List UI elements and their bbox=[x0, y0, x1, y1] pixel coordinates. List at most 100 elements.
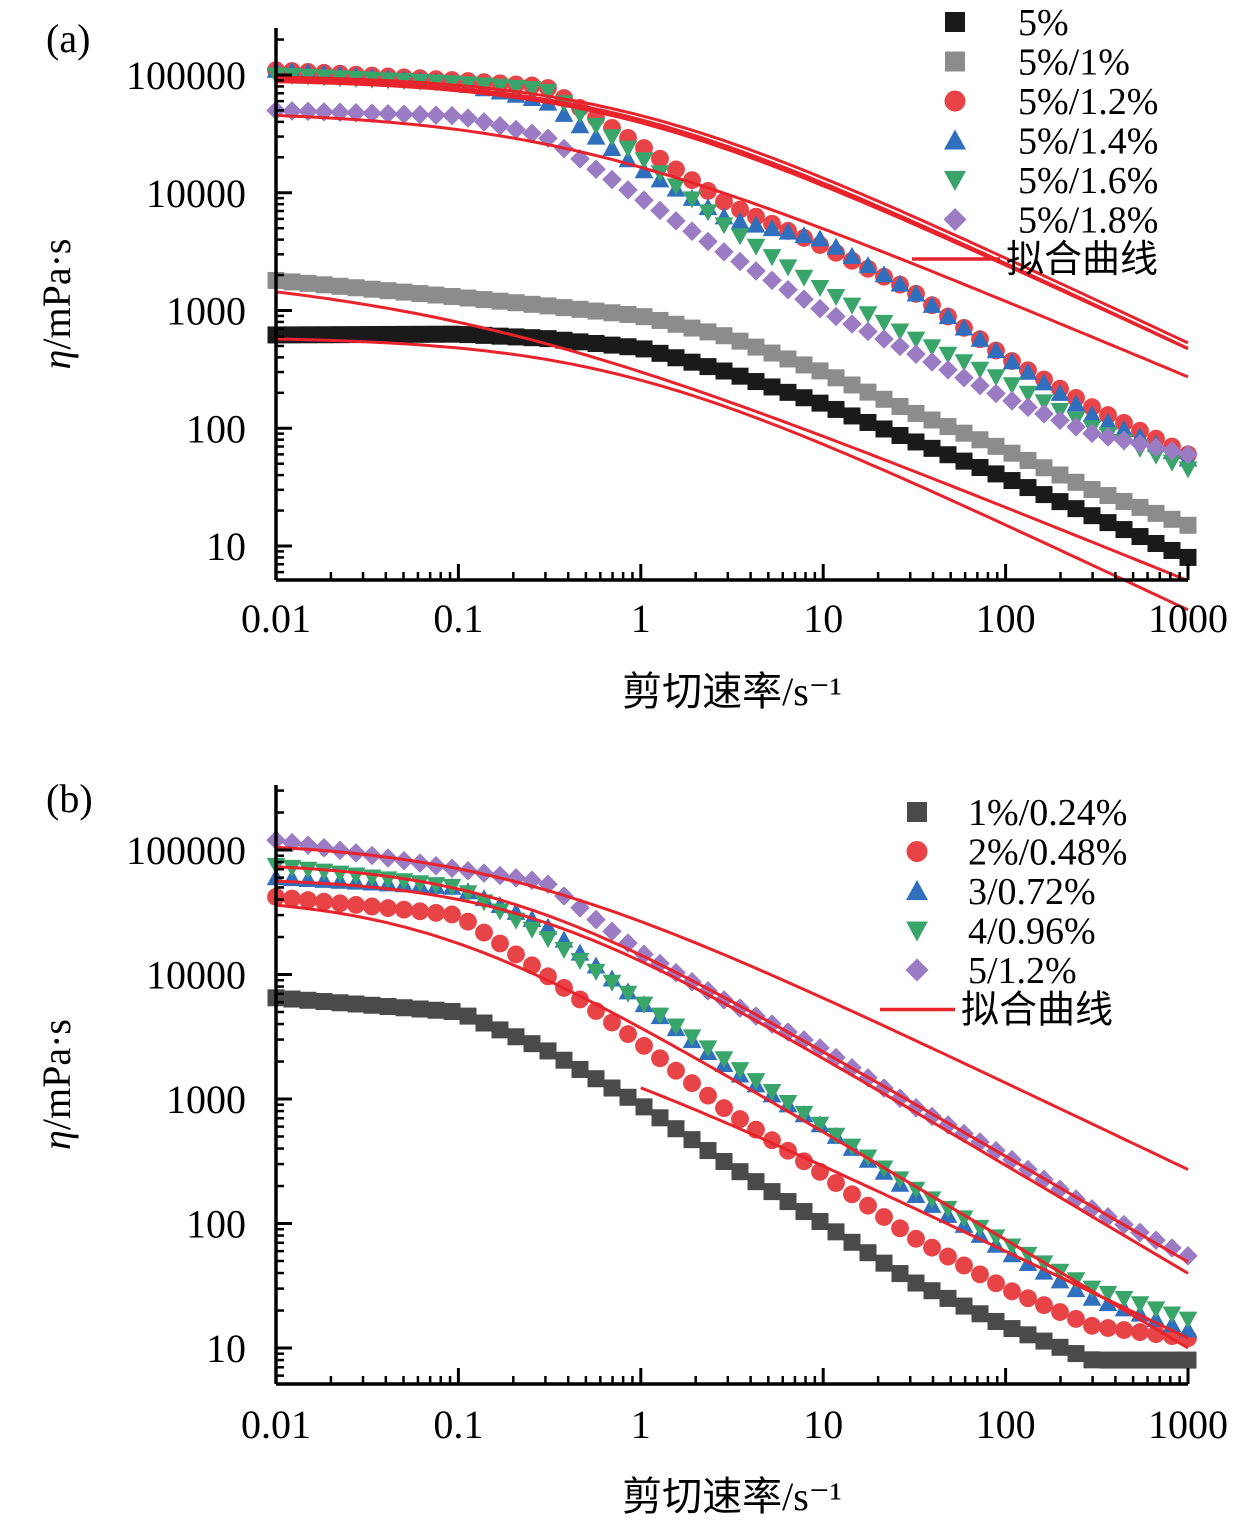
data-point bbox=[379, 325, 397, 343]
series-1--0.24- bbox=[267, 989, 1197, 1369]
data-point bbox=[346, 103, 366, 123]
data-point bbox=[730, 251, 750, 272]
data-point bbox=[458, 108, 478, 128]
data-point bbox=[1131, 528, 1149, 546]
data-point bbox=[699, 1142, 717, 1160]
data-point bbox=[602, 138, 622, 156]
legend-marker bbox=[943, 208, 967, 231]
data-point bbox=[330, 102, 350, 123]
data-point bbox=[954, 354, 974, 372]
data-point bbox=[986, 341, 1006, 359]
x-tick-label: 0.1 bbox=[433, 1402, 483, 1447]
data-point bbox=[1147, 1325, 1165, 1344]
data-point bbox=[1035, 486, 1053, 504]
data-point bbox=[555, 331, 573, 349]
fit-curve bbox=[275, 879, 1189, 1275]
data-point bbox=[282, 101, 302, 121]
data-point bbox=[618, 140, 638, 158]
data-point bbox=[970, 329, 990, 347]
data-point bbox=[587, 334, 605, 352]
data-point bbox=[858, 306, 878, 324]
data-point bbox=[987, 1274, 1005, 1293]
data-point bbox=[603, 336, 621, 354]
x-tick-label: 1 bbox=[631, 596, 651, 641]
data-point bbox=[762, 270, 782, 291]
data-point bbox=[811, 1213, 829, 1231]
data-point bbox=[330, 865, 350, 883]
legend-marker bbox=[906, 841, 928, 862]
data-point bbox=[971, 431, 989, 449]
data-point bbox=[1099, 514, 1117, 532]
data-point bbox=[298, 835, 318, 856]
data-point bbox=[1003, 1282, 1021, 1301]
data-point bbox=[939, 446, 957, 464]
data-point bbox=[459, 1007, 477, 1025]
data-point bbox=[586, 117, 606, 135]
data-point bbox=[298, 861, 318, 879]
data-point bbox=[1131, 1323, 1149, 1341]
fit-curve bbox=[275, 845, 1189, 1171]
data-point bbox=[442, 105, 462, 126]
data-point bbox=[795, 356, 813, 374]
data-point bbox=[667, 1061, 685, 1080]
data-point bbox=[634, 996, 654, 1014]
chart-panel-a: 0.01 0.1 1 10 100 1000 10 100 1000 10000 100000 (a)… bbox=[34, 2, 1228, 714]
data-point bbox=[474, 894, 494, 912]
data-point bbox=[634, 190, 654, 210]
data-point bbox=[618, 180, 638, 200]
data-point bbox=[874, 265, 894, 283]
data-point bbox=[331, 894, 349, 913]
y-axis-unit: /mPa·s bbox=[34, 239, 79, 350]
data-point bbox=[682, 191, 702, 209]
data-point bbox=[587, 302, 605, 320]
data-point bbox=[938, 1200, 958, 1218]
data-point bbox=[570, 116, 590, 134]
data-point bbox=[1003, 472, 1021, 490]
data-point bbox=[1146, 437, 1166, 458]
data-point bbox=[826, 1127, 846, 1145]
data-point bbox=[1067, 500, 1085, 518]
data-point bbox=[699, 358, 717, 376]
data-point bbox=[635, 1036, 653, 1055]
data-point bbox=[427, 903, 445, 922]
data-point bbox=[731, 1110, 749, 1129]
data-point bbox=[283, 889, 301, 908]
data-point bbox=[1051, 493, 1069, 511]
data-point bbox=[491, 292, 509, 310]
data-point bbox=[571, 1060, 589, 1078]
data-point bbox=[506, 912, 526, 930]
data-point bbox=[890, 336, 910, 357]
data-point bbox=[715, 1099, 733, 1118]
data-point bbox=[587, 1070, 605, 1088]
x-tick-label: 1000 bbox=[1148, 596, 1228, 641]
data-point bbox=[762, 1084, 782, 1102]
data-point bbox=[539, 967, 557, 986]
data-point bbox=[1115, 1321, 1133, 1339]
data-point bbox=[314, 838, 334, 858]
data-point bbox=[923, 1238, 941, 1257]
data-point bbox=[858, 321, 878, 342]
data-point bbox=[1002, 377, 1022, 395]
data-point bbox=[666, 211, 686, 231]
data-point bbox=[1067, 1345, 1085, 1363]
fit-curve bbox=[275, 113, 1189, 379]
data-point bbox=[843, 1233, 861, 1251]
data-point bbox=[906, 331, 926, 349]
data-point bbox=[427, 325, 445, 343]
data-point bbox=[683, 319, 701, 337]
series-2--0.48- bbox=[267, 887, 1197, 1348]
data-point bbox=[683, 1131, 701, 1149]
data-point bbox=[651, 344, 669, 362]
data-point bbox=[747, 1173, 765, 1191]
data-point bbox=[443, 287, 461, 305]
y-tick-label: 100 bbox=[186, 406, 246, 451]
data-point bbox=[763, 378, 781, 396]
data-point bbox=[874, 329, 894, 349]
data-point bbox=[810, 1038, 830, 1058]
data-point bbox=[394, 104, 414, 125]
legend-marker bbox=[944, 129, 966, 150]
data-point bbox=[1035, 1332, 1053, 1350]
data-point bbox=[923, 439, 941, 457]
data-point bbox=[1178, 444, 1198, 465]
